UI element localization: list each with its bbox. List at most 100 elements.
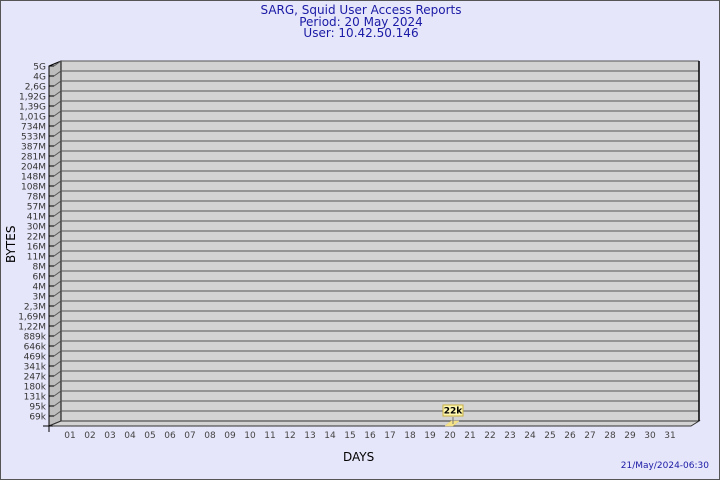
x-tick-label: 22: [484, 431, 495, 441]
x-tick-label: 03: [104, 431, 115, 441]
gridline-side: [53, 190, 62, 197]
y-tick-label: 6M: [33, 273, 47, 283]
y-axis-label: BYTES: [4, 225, 18, 263]
y-tick-label: 95k: [29, 403, 46, 413]
y-tick-label: 247k: [24, 373, 47, 383]
x-tick-label: 27: [584, 431, 595, 441]
x-tick-label: 16: [364, 431, 376, 441]
y-tick-label: 3M: [33, 293, 47, 303]
x-tick-label: 04: [124, 431, 136, 441]
chart-user: User: 10.42.50.146: [303, 26, 419, 40]
x-tick-label: 02: [84, 431, 95, 441]
y-tick-label: 341k: [24, 363, 47, 373]
gridline-side: [53, 410, 62, 417]
x-tick-label: 14: [324, 431, 336, 441]
y-tick-label: 734M: [21, 123, 46, 133]
y-tick-label: 4G: [33, 73, 46, 83]
x-tick-label: 13: [304, 431, 315, 441]
x-tick-label: 26: [564, 431, 576, 441]
y-tick-label: 5G: [33, 63, 46, 73]
x-tick-label: 07: [184, 431, 195, 441]
gridline-side: [53, 100, 62, 107]
gridline-side: [53, 320, 62, 327]
x-tick-label: 23: [504, 431, 515, 441]
gridline-side: [53, 310, 62, 317]
gridline-side: [53, 200, 62, 207]
chart-title: SARG, Squid User Access Reports: [260, 3, 462, 17]
gridline-side: [53, 390, 62, 397]
y-tick-label: 889k: [24, 333, 47, 343]
gridline-side: [53, 170, 62, 177]
gridline-side: [53, 270, 62, 277]
gridline-side: [53, 220, 62, 227]
floor: [48, 420, 701, 427]
y-tick-label: 646k: [24, 343, 47, 353]
y-tick-label: 1,01G: [19, 113, 46, 123]
gridline-side: [53, 400, 62, 407]
x-tick-label: 18: [404, 431, 416, 441]
x-tick-label: 29: [624, 431, 636, 441]
y-tick-label: 108M: [21, 183, 46, 193]
y-tick-label: 16M: [27, 243, 46, 253]
bar-day-20: [444, 420, 460, 427]
y-tick-label: 469k: [24, 353, 47, 363]
gridline-side: [53, 180, 62, 187]
y-tick-label: 387M: [21, 143, 46, 153]
gridline-side: [53, 360, 62, 367]
gridline-side: [53, 120, 62, 127]
y-tick-label: 22M: [27, 233, 46, 243]
y-tick-label: 30M: [27, 223, 46, 233]
y-tick-label: 1,39G: [19, 103, 46, 113]
gridline-side: [53, 160, 62, 167]
y-tick-label: 1,92G: [19, 93, 46, 103]
gridline-side: [53, 350, 62, 357]
data-label-box: [442, 404, 464, 417]
gridline-side: [53, 80, 62, 87]
y-tick-label: 11M: [27, 253, 46, 263]
x-tick-label: 10: [244, 431, 256, 441]
y-tick-label: 204M: [21, 163, 46, 173]
x-tick-label: 08: [204, 431, 216, 441]
x-tick-label: 06: [164, 431, 176, 441]
y-tick-label: 131k: [24, 393, 47, 403]
x-tick-label: 12: [284, 431, 295, 441]
y-tick-label: 8M: [33, 263, 47, 273]
x-tick-label: 31: [664, 431, 675, 441]
gridline-side: [53, 380, 62, 387]
gridline-side: [53, 250, 62, 257]
x-tick-label: 30: [644, 431, 656, 441]
gridline-side: [53, 60, 62, 67]
x-axis-label: DAYS: [343, 450, 375, 464]
x-tick-label: 20: [444, 431, 456, 441]
x-tick-label: 17: [384, 431, 395, 441]
x-tick-label: 28: [604, 431, 616, 441]
x-tick-label: 24: [524, 431, 536, 441]
x-tick-label: 11: [264, 431, 275, 441]
y-tick-label: 180k: [24, 383, 47, 393]
y-tick-label: 78M: [27, 193, 46, 203]
y-tick-label: 69k: [29, 413, 46, 423]
y-tick-label: 281M: [21, 153, 46, 163]
x-tick-label: 09: [224, 431, 236, 441]
gridline-side: [53, 330, 62, 337]
gridline-side: [53, 260, 62, 267]
y-tick-label: 41M: [27, 213, 46, 223]
x-tick-label: 19: [424, 431, 436, 441]
gridline-side: [53, 300, 62, 307]
gridline-side: [53, 110, 62, 117]
y-tick-label: 533M: [21, 133, 46, 143]
y-tick-label: 148M: [21, 173, 46, 183]
gridline-side: [53, 370, 62, 377]
gridline-side: [53, 290, 62, 297]
gridline-side: [53, 340, 62, 347]
x-tick-label: 25: [544, 431, 555, 441]
data-label: 22k: [444, 407, 464, 417]
y-tick-label: 4M: [33, 283, 47, 293]
y-tick-label: 1,22M: [18, 323, 46, 333]
y-tick-label: 2,6G: [25, 83, 46, 93]
gridline-side: [53, 210, 62, 217]
y-tick-label: 57M: [27, 203, 46, 213]
x-tick-label: 21: [464, 431, 475, 441]
